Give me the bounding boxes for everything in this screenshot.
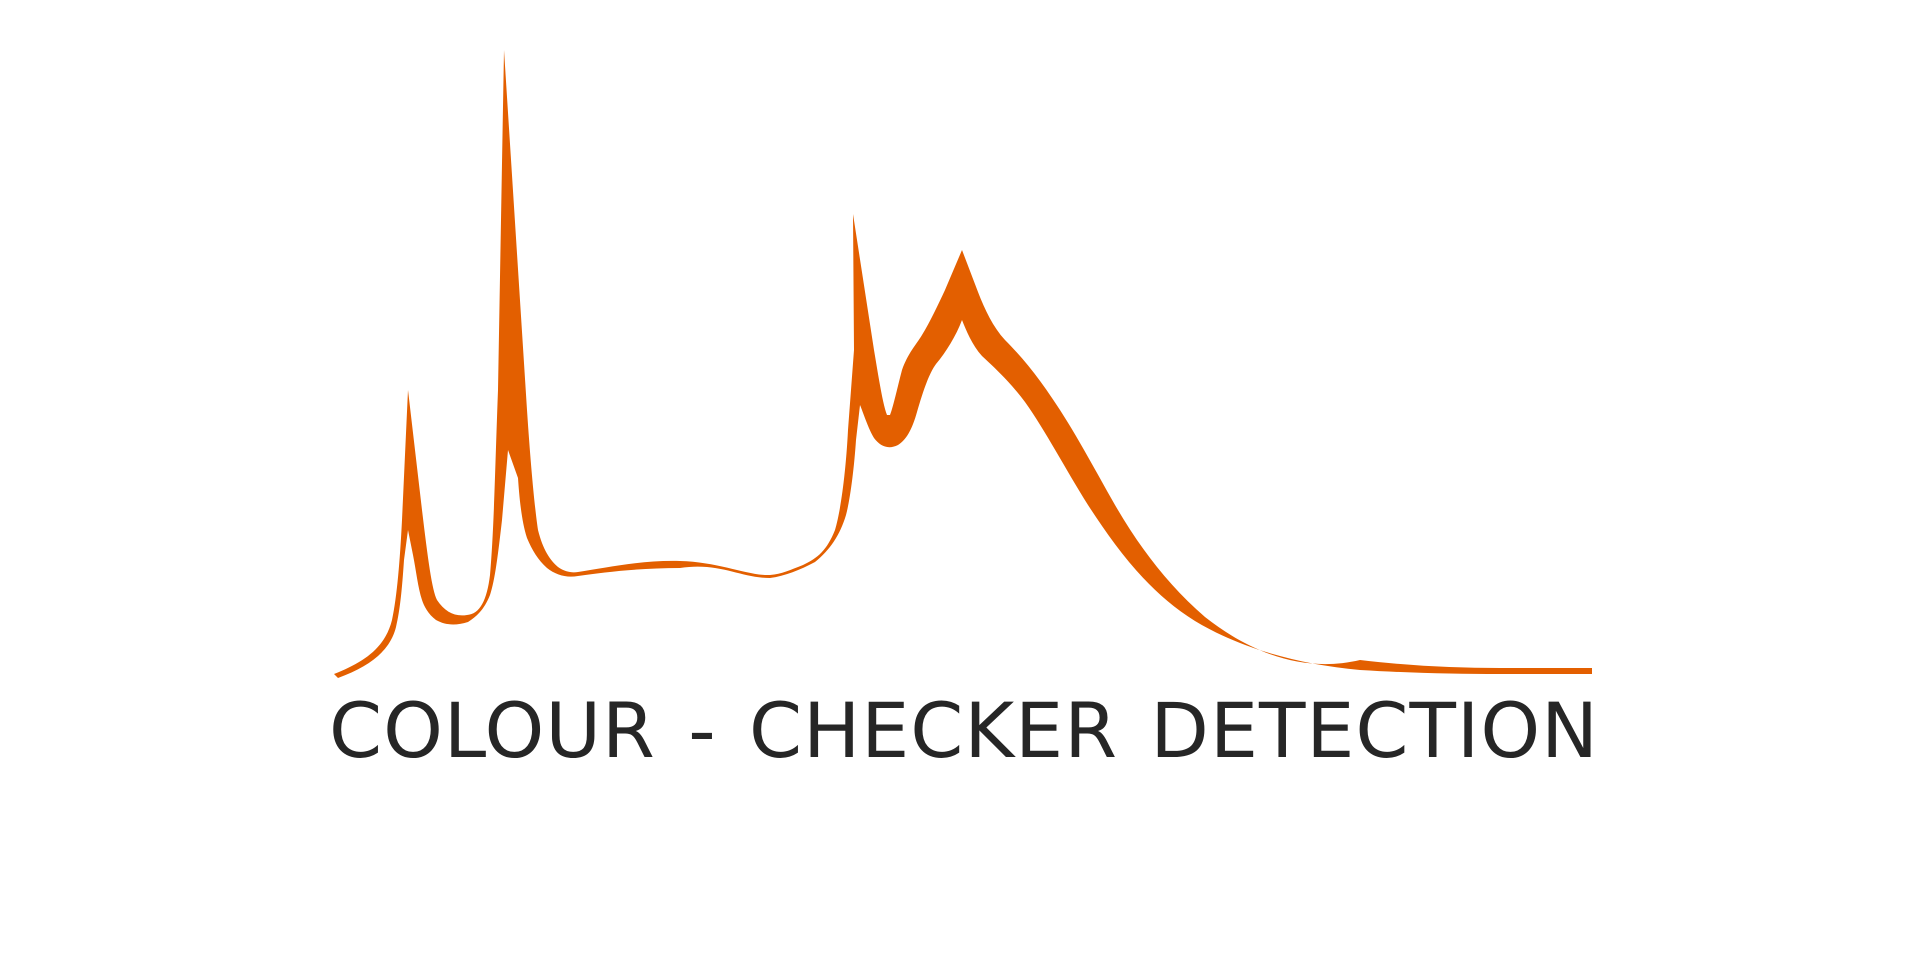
logo-wordmark: COLOUR - CHECKER DETECTION: [329, 691, 1599, 771]
spectral-curve-band: [334, 50, 1592, 678]
